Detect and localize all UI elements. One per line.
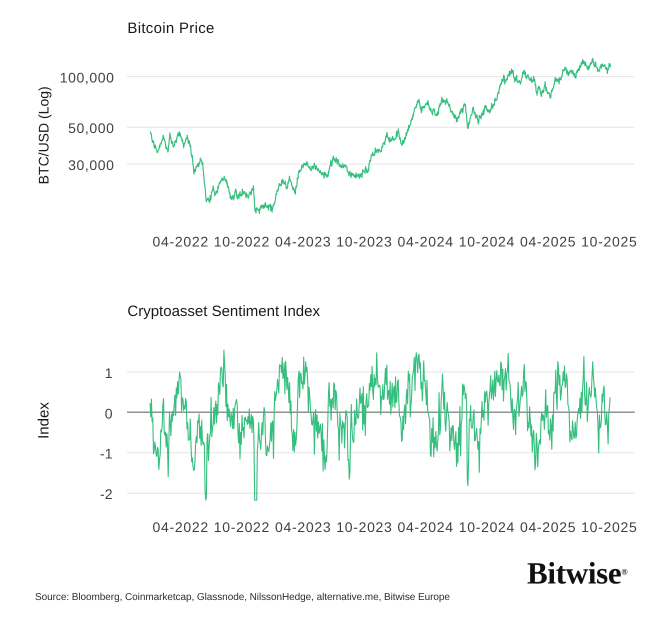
svg-text:04-2023: 04-2023 [275,233,331,249]
svg-text:100,000: 100,000 [60,70,115,86]
svg-text:10-2024: 10-2024 [459,233,515,249]
svg-text:-1: -1 [100,446,113,462]
svg-text:04-2025: 04-2025 [520,519,576,535]
svg-text:04-2022: 04-2022 [153,519,209,535]
svg-text:Source: Bloomberg, Coinmarketc: Source: Bloomberg, Coinmarketcap, Glassn… [35,592,450,603]
svg-text:10-2022: 10-2022 [214,233,270,249]
svg-text:04-2024: 04-2024 [397,519,453,535]
svg-text:10-2025: 10-2025 [581,519,637,535]
svg-text:10-2023: 10-2023 [336,233,392,249]
svg-text:10-2023: 10-2023 [336,519,392,535]
svg-text:-2: -2 [100,486,113,502]
svg-text:04-2022: 04-2022 [153,233,209,249]
svg-text:30,000: 30,000 [68,157,114,173]
svg-text:10-2022: 10-2022 [214,519,270,535]
svg-text:BTC/USD (Log): BTC/USD (Log) [36,86,52,184]
svg-text:Cryptoasset Sentiment Index: Cryptoasset Sentiment Index [127,303,320,320]
svg-text:50,000: 50,000 [68,120,114,136]
svg-text:Bitwise®: Bitwise® [527,555,628,590]
svg-text:Bitcoin Price: Bitcoin Price [127,20,214,37]
svg-text:10-2025: 10-2025 [581,233,637,249]
svg-text:04-2024: 04-2024 [397,233,453,249]
svg-text:Index: Index [36,402,53,439]
svg-text:1: 1 [105,365,113,381]
svg-text:04-2025: 04-2025 [520,233,576,249]
svg-text:10-2024: 10-2024 [459,519,515,535]
svg-text:0: 0 [105,405,113,421]
svg-text:04-2023: 04-2023 [275,519,331,535]
